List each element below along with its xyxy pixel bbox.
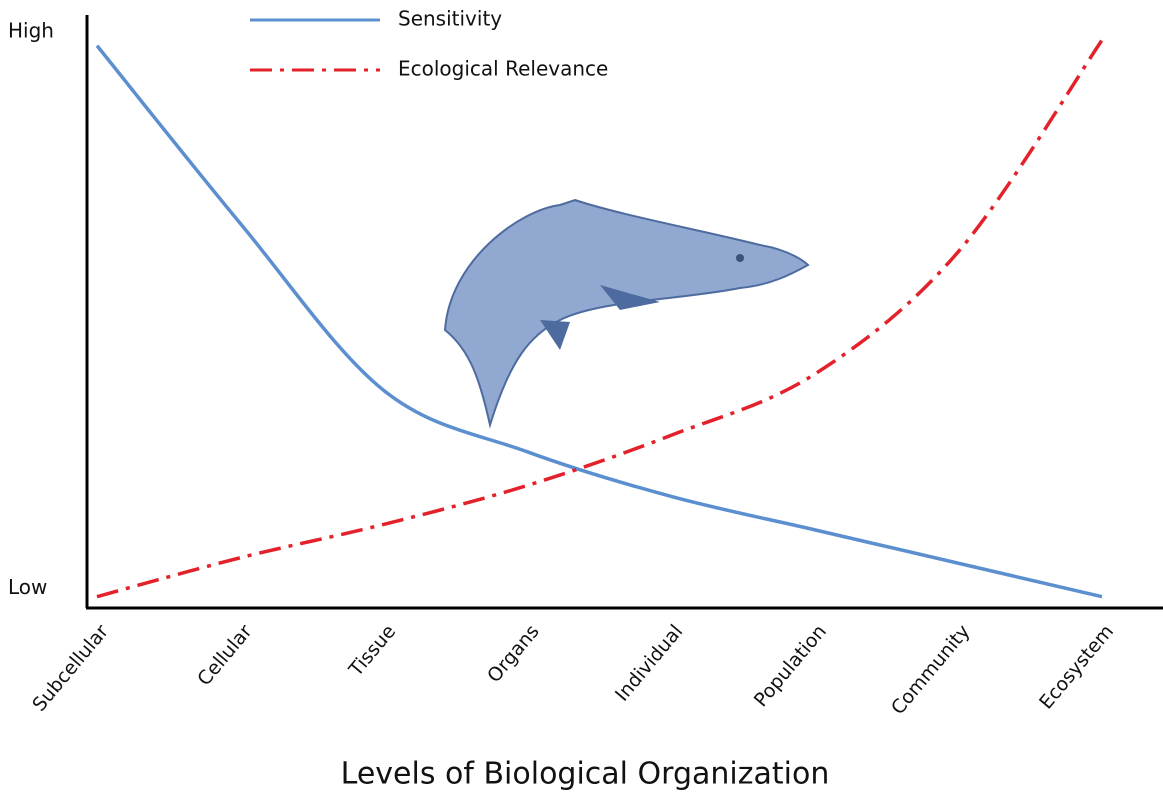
legend-label: Ecological Relevance [398, 57, 608, 81]
x-tick-label: Organs [483, 621, 544, 687]
x-tick-label: Individual [611, 621, 687, 706]
x-tick-label: Ecosystem [1035, 621, 1118, 714]
x-tick-label: Tissue [344, 621, 400, 682]
x-tick-label: Cellular [193, 620, 256, 690]
x-axis-title: Levels of Biological Organization [341, 757, 830, 792]
series-line [97, 46, 1102, 597]
series-line [97, 40, 1102, 597]
y-tick-label: Low [8, 575, 47, 599]
x-tick-label: Community [887, 621, 975, 719]
y-tick-label: High [8, 19, 54, 43]
fish-illustration [445, 200, 808, 425]
x-tick-label: Subcellular [28, 620, 113, 715]
x-tick-label: Population [750, 621, 831, 712]
legend-label: Sensitivity [398, 7, 502, 31]
chart: Levels of Biological Organization High Lo… [0, 0, 1163, 803]
